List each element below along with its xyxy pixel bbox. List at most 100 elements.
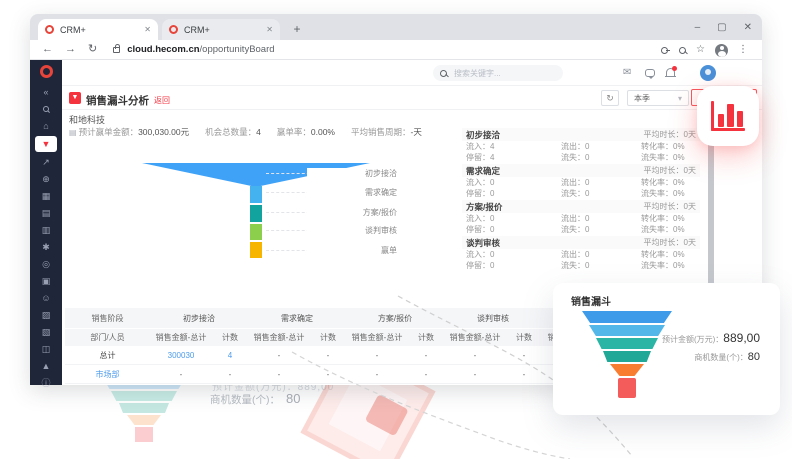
stage-stats-block: 谈判审核 平均时长：0天 流入：0 流出：0 转化率：0% 停留：0 流失：0 流失率：0… xyxy=(462,236,700,271)
summary-line: ▤ 预计赢单金额：300,030.00元 机会总数量：4 赢单率：0.00% 平均… xyxy=(69,126,422,138)
funnel-stage-label: 需求确定 xyxy=(307,187,397,198)
sidebar-settings-icon[interactable]: ✱ xyxy=(42,242,50,252)
sidebar-triangle-icon[interactable]: ▲ xyxy=(41,361,51,371)
ghost-count-value: 80 xyxy=(286,391,301,406)
sidebar-calendar-icon[interactable]: ▦ xyxy=(41,191,51,201)
period-select[interactable]: 本季 ▾ xyxy=(627,90,689,106)
card-funnel-slice-5 xyxy=(610,364,644,376)
url-path: /opportunityBoard xyxy=(199,44,275,55)
stage-header: 销售阶段 xyxy=(91,313,124,323)
summary-item: 赢单率：0.00% xyxy=(276,127,335,137)
funnel-stage-5 xyxy=(250,242,262,258)
card-funnel-slice-4 xyxy=(603,351,651,362)
summary-item: ▤ 预计赢单金额：300,030.00元 xyxy=(69,127,190,137)
app-sidebar: « ⌂ ▼ ↗ ⊕ ▦ ▤ ▥ ✱ ◎ ▣ ☺ ▨ ▧ ◫ ▲ ⓘ xyxy=(30,60,62,388)
sidebar-clipboard-icon[interactable]: ▤ xyxy=(41,208,51,218)
user-avatar[interactable] xyxy=(700,65,716,81)
sidebar-info-icon[interactable]: ⓘ xyxy=(41,378,51,388)
funnel-stage-label: 赢单 xyxy=(307,245,397,256)
tab-close-icon[interactable]: ✕ xyxy=(266,25,273,34)
tab-close-icon[interactable]: ✕ xyxy=(144,25,151,34)
ghost-funnel-slice xyxy=(111,391,177,401)
bookmark-star-icon[interactable]: ☆ xyxy=(696,44,705,55)
summary-item: 机会总数量：4 xyxy=(205,127,261,137)
count-link[interactable]: 4 xyxy=(227,350,233,360)
funnel-stage-2 xyxy=(250,186,262,203)
funnel-stage-3 xyxy=(250,205,262,222)
bell-icon[interactable] xyxy=(665,66,677,77)
browser-menu-icon[interactable]: ⋮ xyxy=(738,44,748,55)
stage-stats-block: 初步接洽 平均时长：0天 流入：4 流出：0 转化率：0% 停留：4 流失：0 流失率：0… xyxy=(462,128,700,163)
global-search[interactable] xyxy=(433,65,563,81)
chart-icon-card[interactable] xyxy=(697,86,759,146)
zoom-icon[interactable] xyxy=(679,46,687,54)
address-bar: ← → ↻ cloud.hecom.cn/opportunityBoard xyxy=(30,40,762,60)
chevron-down-icon: ▾ xyxy=(677,93,682,103)
dept-header: 部门/人员 xyxy=(90,333,125,342)
tab-crm-2[interactable]: CRM+ ✕ xyxy=(162,19,280,40)
funnel-title-icon: ▼ xyxy=(69,92,81,104)
browser-profile-avatar[interactable] xyxy=(715,43,728,57)
funnel-stage-label: 谈判审核 xyxy=(307,225,397,236)
sidebar-trend-icon[interactable]: ↗ xyxy=(42,157,50,167)
search-input[interactable] xyxy=(452,67,552,79)
stage-stats-block: 需求确定 平均时长：0天 流入：0 流出：0 转化率：0% 停留：0 流失：0 流失率：0… xyxy=(462,164,700,199)
sidebar-collapse-icon[interactable]: « xyxy=(43,87,49,97)
sidebar-report2-icon[interactable]: ▧ xyxy=(41,327,51,337)
page-title: 销售漏斗分析 xyxy=(86,95,149,107)
funnel-stage-4 xyxy=(250,224,262,240)
minimize-button[interactable]: – xyxy=(694,21,701,33)
sidebar-contacts-icon[interactable]: ☺ xyxy=(41,293,51,303)
card-funnel-slice-1 xyxy=(582,311,672,323)
chat-icon[interactable] xyxy=(645,69,655,79)
sidebar-add-icon[interactable]: ⊕ xyxy=(42,174,50,184)
ghost-funnel-slice xyxy=(119,403,169,413)
funnel-stage-label: 初步接洽 xyxy=(307,168,397,179)
sidebar-search-icon[interactable] xyxy=(37,104,55,114)
period-value: 本季 xyxy=(634,93,650,103)
new-tab-button[interactable]: + xyxy=(293,22,301,36)
notification-badge xyxy=(672,66,677,71)
ghost-amount-text: 预计金额(万元)：889,00 xyxy=(212,382,335,393)
sidebar-folder-icon[interactable]: ◫ xyxy=(41,344,51,354)
close-button[interactable]: ✕ xyxy=(743,21,752,33)
sidebar-report-icon[interactable]: ▨ xyxy=(41,310,51,320)
url-text[interactable]: cloud.hecom.cn/opportunityBoard xyxy=(127,44,274,55)
card-funnel-slice-3 xyxy=(596,338,658,349)
sidebar-target-icon[interactable]: ◎ xyxy=(42,259,50,269)
mail-icon[interactable]: ✉ xyxy=(623,67,632,78)
sidebar-home-icon[interactable]: ⌂ xyxy=(43,121,49,131)
hecom-favicon xyxy=(45,25,54,34)
sidebar-funnel-active-icon[interactable]: ▼ xyxy=(35,136,57,152)
back-icon[interactable]: ← xyxy=(42,43,53,55)
search-icon xyxy=(43,106,49,112)
url-domain: cloud.hecom.cn xyxy=(127,44,200,55)
ghost-funnel-slice xyxy=(127,415,161,425)
ghost-count-label: 商机数量(个)： xyxy=(210,394,280,406)
tab-strip: CRM+ ✕ CRM+ ✕ + – ▢ ✕ xyxy=(30,14,762,40)
sales-funnel-card: 销售漏斗 预计金额(万元)：889,00 商机数量(个)：80 xyxy=(553,283,780,415)
password-key-icon[interactable] xyxy=(661,46,671,54)
card-amount-row: 预计金额(万元)：889,00 xyxy=(661,331,760,345)
dept-link[interactable]: 市场部 xyxy=(95,369,120,379)
doc-icon: ▤ xyxy=(69,128,77,137)
search-icon xyxy=(440,69,447,77)
card-funnel-stem xyxy=(618,378,636,398)
bar-chart-icon xyxy=(711,101,745,131)
stage-stats-panel: 初步接洽 平均时长：0天 流入：4 流出：0 转化率：0% 停留：4 流失：0 流失率：0… xyxy=(462,128,700,272)
reload-icon[interactable]: ↻ xyxy=(88,43,98,55)
forward-icon[interactable]: → xyxy=(65,43,76,55)
back-link[interactable]: 返回 xyxy=(154,96,170,105)
card-funnel-chart xyxy=(581,311,673,398)
maximize-button[interactable]: ▢ xyxy=(717,21,727,33)
scrollbar[interactable] xyxy=(708,128,714,290)
page-header: ▼ 销售漏斗分析 返回 ↻ 本季 ▾ xyxy=(62,86,762,110)
lock-icon xyxy=(113,43,121,53)
card-title: 销售漏斗 xyxy=(571,297,611,308)
amount-link[interactable]: 300030 xyxy=(167,350,195,360)
refresh-button[interactable]: ↻ xyxy=(601,90,619,106)
sidebar-document-icon[interactable]: ▥ xyxy=(41,225,51,235)
app-topbar: ✉ xyxy=(62,60,762,86)
sidebar-card-icon[interactable]: ▣ xyxy=(41,276,51,286)
tab-crm-1[interactable]: CRM+ ✕ xyxy=(38,19,158,40)
